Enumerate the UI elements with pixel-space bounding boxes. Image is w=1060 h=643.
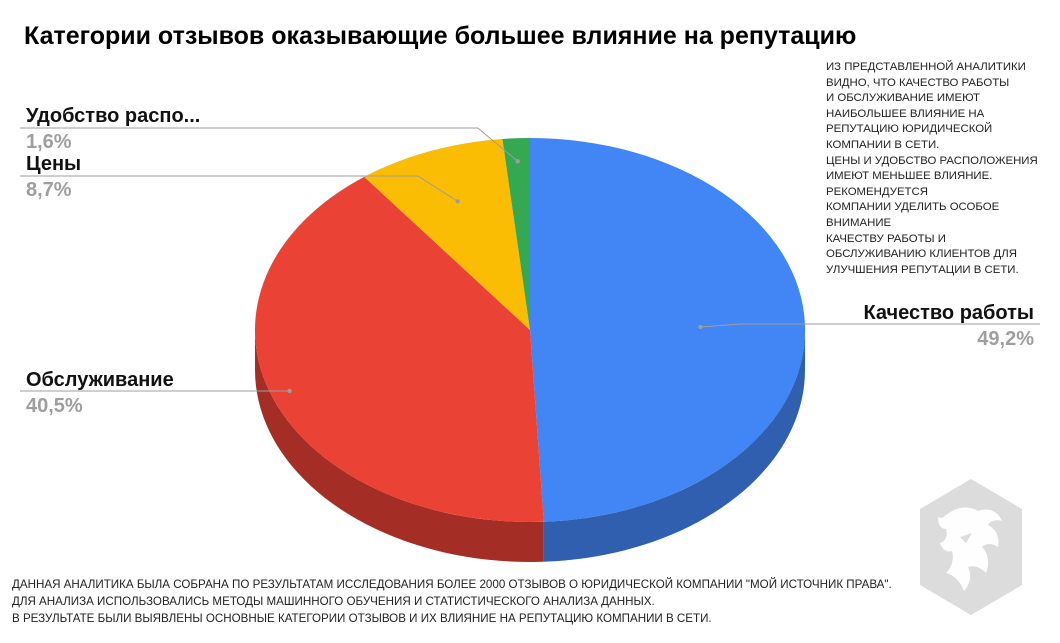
note-line: ОБСЛУЖИВАНИЮ КЛИЕНТОВ ДЛЯ — [826, 248, 1017, 261]
note-line: НАИБОЛЬШЕЕ ВЛИЯНИЕ НА — [826, 107, 985, 120]
note-line: И ОБСЛУЖИВАНИЕ ИМЕЮТ — [826, 92, 980, 105]
leader-line — [700, 323, 1040, 328]
note-line: ВНИМАНИЕ — [826, 216, 892, 229]
pie-slice — [502, 138, 530, 330]
footer-line: В РЕЗУЛЬТАТЕ БЫЛИ ВЫЯВЛЕНЫ ОСНОВНЫЕ КАТЕ… — [12, 612, 712, 625]
note-line: КОМПАНИИ В СЕТИ. — [826, 138, 940, 151]
note-line: РЕПУТАЦИЮ ЮРИДИЧЕСКОЙ — [826, 123, 993, 136]
analysis-note: ИЗ ПРЕДСТАВЛЕННОЙ АНАЛИТИКИ ВИДНО, ЧТО КА… — [826, 60, 1058, 278]
note-line: КОМПАНИИ УДЕЛИТЬ ОСОБОЕ — [826, 201, 1000, 214]
leader-dot — [287, 388, 292, 394]
leader-dot — [455, 199, 460, 204]
note-line: КАЧЕСТВУ РАБОТЫ И — [826, 232, 946, 245]
note-line: ИЗ ПРЕДСТАВЛЕННОЙ АНАЛИТИКИ — [826, 61, 1026, 73]
slice-label: Удобство распо... — [26, 105, 200, 127]
footer-line: ДЛЯ АНАЛИЗА ИСПОЛЬЗОВАЛИСЬ МЕТОДЫ МАШИНН… — [12, 595, 655, 608]
lion-head-logo-icon — [920, 479, 1022, 615]
note-line: УЛУЧШЕНИЯ РЕПУТАЦИИ В СЕТИ. — [826, 263, 1019, 276]
slice-percent: 49,2% — [977, 328, 1034, 350]
pie-slice-side — [543, 330, 805, 562]
leader-line — [20, 175, 458, 202]
slice-percent: 8,7% — [26, 179, 72, 201]
slice-label: Цены — [26, 153, 81, 175]
chart-title: Категории отзывов оказывающие большее вл… — [24, 22, 857, 50]
note-line: ЦЕНЫ И УДОБСТВО РАСПОЛОЖЕНИЯ — [826, 154, 1038, 167]
slice-percent: 1,6% — [26, 131, 72, 153]
slice-percent: 40,5% — [26, 395, 83, 417]
pie-slice — [530, 138, 806, 522]
footer-note: ДАННАЯ АНАЛИТИКА БЫЛА СОБРАНА ПО РЕЗУЛЬТ… — [12, 576, 892, 627]
footer-line: ДАННАЯ АНАЛИТИКА БЫЛА СОБРАНА ПО РЕЗУЛЬТ… — [12, 578, 892, 591]
leader-dot — [698, 324, 703, 330]
note-line: ИМЕЮТ МЕНЬШЕЕ ВЛИЯНИЕ. — [826, 170, 993, 183]
leader-line — [20, 127, 519, 162]
pie-slice — [364, 138, 530, 330]
pie-slice — [254, 176, 544, 523]
slice-label: Обслуживание — [26, 369, 174, 391]
leader-dot — [515, 159, 520, 164]
note-line: ВИДНО, ЧТО КАЧЕСТВО РАБОТЫ — [826, 76, 1010, 89]
slice-label: Качество работы — [863, 302, 1034, 324]
pie-slice-side — [255, 330, 544, 562]
note-line: РЕКОМЕНДУЕТСЯ — [826, 185, 928, 198]
